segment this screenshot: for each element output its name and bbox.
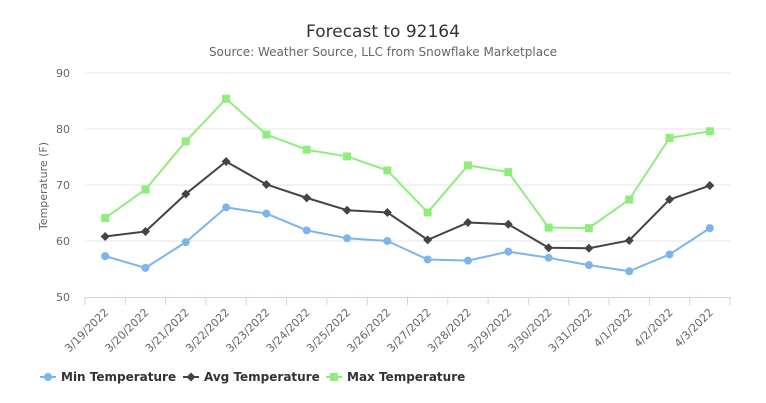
chart-subtitle: Source: Weather Source, LLC from Snowfla… bbox=[209, 45, 557, 59]
legend-item-min-temperature[interactable]: Min Temperature bbox=[40, 370, 176, 384]
y-axis-title: Temperature (F) bbox=[37, 142, 50, 231]
data-point bbox=[665, 195, 675, 205]
x-axis bbox=[84, 297, 731, 305]
series-min-temperature bbox=[101, 203, 714, 276]
data-point bbox=[383, 166, 392, 175]
data-point bbox=[221, 156, 231, 166]
data-point bbox=[423, 235, 433, 245]
data-point bbox=[101, 252, 110, 261]
data-point bbox=[141, 185, 150, 194]
legend-item-avg-temperature[interactable]: Avg Temperature bbox=[183, 370, 320, 384]
data-point bbox=[141, 263, 150, 272]
legend-label: Min Temperature bbox=[61, 370, 176, 384]
data-point bbox=[625, 267, 634, 276]
data-point bbox=[423, 255, 432, 264]
y-tick-label: 90 bbox=[56, 67, 70, 80]
data-point bbox=[302, 193, 312, 203]
y-tick-label: 80 bbox=[56, 123, 70, 136]
y-tick-label: 60 bbox=[56, 235, 70, 248]
data-point bbox=[262, 130, 271, 139]
data-point bbox=[262, 209, 271, 218]
data-point bbox=[302, 226, 311, 235]
data-point bbox=[181, 137, 190, 146]
data-point bbox=[503, 219, 513, 229]
data-point bbox=[665, 133, 674, 142]
data-point bbox=[544, 243, 554, 253]
legend-marker-icon bbox=[330, 373, 338, 381]
data-point bbox=[705, 127, 714, 136]
data-point bbox=[222, 94, 231, 103]
data-point bbox=[343, 234, 352, 243]
series-layer bbox=[100, 94, 715, 276]
data-point bbox=[222, 203, 231, 212]
gridlines bbox=[85, 72, 730, 242]
series-line bbox=[104, 206, 711, 273]
data-point bbox=[584, 261, 593, 270]
series-line bbox=[104, 97, 711, 230]
data-point bbox=[382, 207, 392, 217]
data-point bbox=[624, 235, 634, 245]
data-point bbox=[625, 195, 634, 204]
y-tick-label: 70 bbox=[56, 179, 70, 192]
series-max-temperature bbox=[101, 94, 714, 233]
legend-label: Avg Temperature bbox=[204, 370, 320, 384]
data-point bbox=[140, 226, 150, 236]
data-point bbox=[504, 168, 513, 177]
y-tick-label: 50 bbox=[56, 291, 70, 304]
x-tick-label: 3/31/2022 bbox=[546, 306, 595, 355]
data-point bbox=[383, 237, 392, 245]
data-point bbox=[463, 161, 472, 170]
x-tick-label: 4/1/2022 bbox=[591, 306, 635, 350]
series-line bbox=[105, 160, 711, 250]
legend-marker-icon bbox=[186, 372, 196, 382]
data-point bbox=[343, 152, 352, 161]
data-point bbox=[544, 253, 553, 262]
data-point bbox=[100, 232, 110, 242]
data-point bbox=[584, 224, 593, 233]
data-point bbox=[261, 179, 271, 189]
y-axis-ticks: 50 60 70 80 90 bbox=[56, 67, 70, 304]
legend-item-max-temperature[interactable]: Max Temperature bbox=[326, 370, 465, 384]
chart-title: Forecast to 92164 bbox=[306, 22, 460, 42]
data-point bbox=[544, 223, 553, 232]
data-point bbox=[504, 247, 513, 256]
data-point bbox=[705, 181, 715, 191]
data-point bbox=[181, 238, 190, 247]
x-axis-ticks: 3/19/20223/20/20223/21/20223/22/20223/23… bbox=[62, 306, 716, 355]
data-point bbox=[101, 214, 110, 223]
x-tick-label: 4/2/2022 bbox=[632, 306, 676, 350]
data-point bbox=[342, 205, 352, 215]
data-point bbox=[705, 224, 714, 233]
data-point bbox=[423, 208, 432, 217]
data-point bbox=[665, 250, 674, 259]
legend[interactable]: Min Temperature Avg Temperature Max Temper… bbox=[40, 370, 465, 384]
data-point bbox=[302, 145, 311, 154]
data-point bbox=[584, 243, 594, 253]
x-tick-label: 4/3/2022 bbox=[672, 306, 716, 350]
legend-marker-icon bbox=[44, 373, 52, 381]
data-point bbox=[463, 256, 472, 265]
data-point bbox=[463, 218, 473, 228]
data-point bbox=[181, 189, 191, 199]
series-avg-temperature bbox=[100, 156, 715, 253]
legend-label: Max Temperature bbox=[347, 370, 465, 384]
